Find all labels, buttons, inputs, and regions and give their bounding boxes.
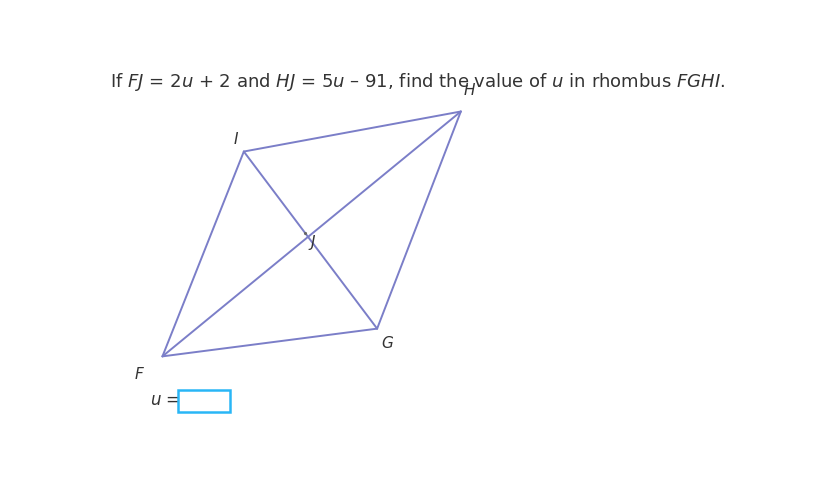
FancyBboxPatch shape	[178, 390, 230, 412]
Text: F: F	[135, 368, 143, 383]
Text: If $FJ$ = 2$u$ + 2 and $HJ$ = 5$u$ – 91, find the value of $u$ in rhombus $FGHI$: If $FJ$ = 2$u$ + 2 and $HJ$ = 5$u$ – 91,…	[109, 71, 725, 93]
Text: I: I	[234, 132, 238, 146]
Text: $u$ =: $u$ =	[150, 391, 180, 409]
Text: H: H	[464, 83, 476, 98]
Text: J: J	[311, 235, 315, 250]
Text: G: G	[381, 336, 393, 351]
